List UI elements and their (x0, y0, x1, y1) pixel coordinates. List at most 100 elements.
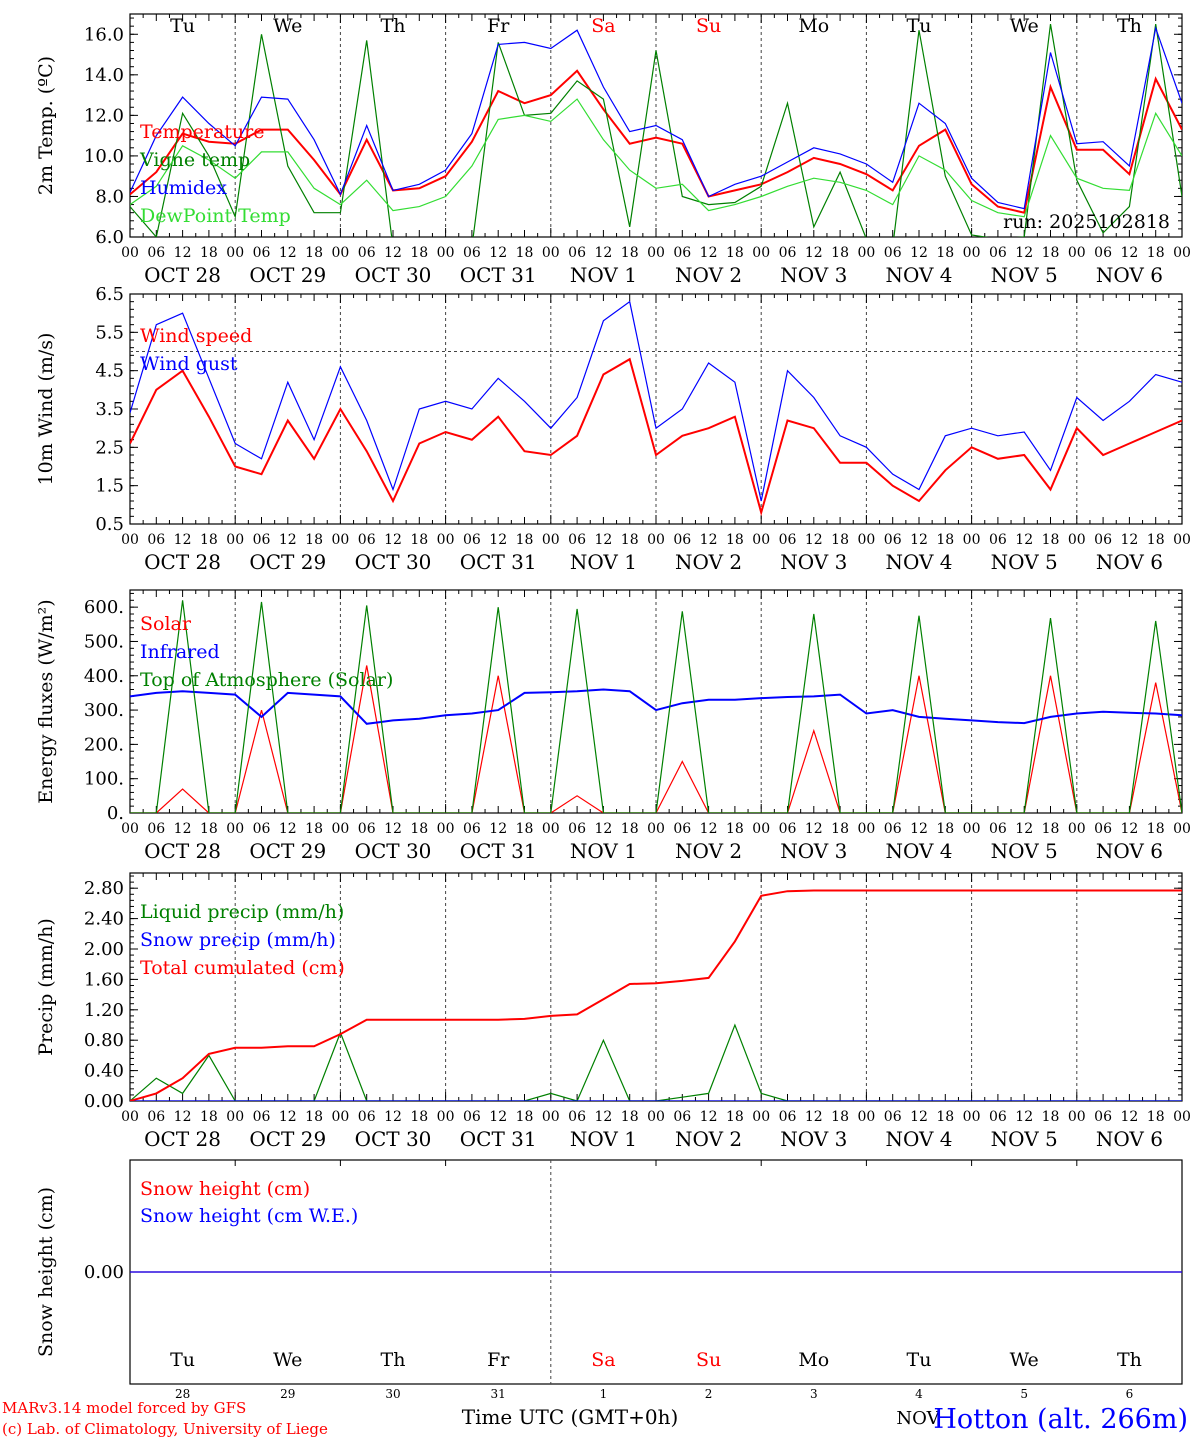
date-label: NOV 2 (675, 839, 742, 863)
hour-tick-label: 00 (647, 245, 665, 261)
hour-tick-label: 18 (410, 821, 428, 837)
date-label: OCT 31 (460, 1127, 537, 1151)
hour-tick-label: 06 (673, 821, 691, 837)
hour-tick-label: 06 (673, 532, 691, 548)
date-label: NOV 1 (570, 1127, 637, 1151)
weekday-label: Tu (170, 1349, 195, 1371)
y-tick-label: 6.5 (95, 284, 124, 305)
y-tick-label: 0.40 (84, 1061, 124, 1082)
date-label: OCT 28 (144, 1127, 221, 1151)
weekday-label: Fr (487, 15, 510, 37)
hour-tick-label: 00 (752, 532, 770, 548)
hour-tick-label: 12 (489, 245, 507, 261)
hour-tick-label: 12 (805, 245, 823, 261)
hour-tick-label: 12 (910, 821, 928, 837)
plot-frame (129, 589, 1183, 814)
date-label: NOV 1 (570, 550, 637, 574)
y-tick-label: 0.5 (95, 514, 124, 535)
date-label: NOV 1 (570, 263, 637, 287)
hour-tick-label: 12 (1120, 245, 1138, 261)
weekday-label: We (1010, 15, 1039, 37)
hour-tick-label: 00 (963, 821, 981, 837)
hour-tick-label: 06 (147, 245, 165, 261)
hour-tick-label: 06 (1094, 821, 1112, 837)
hour-tick-label: 00 (542, 1109, 560, 1125)
hour-tick-label: 18 (621, 821, 639, 837)
day-number-label: 1 (600, 1387, 608, 1401)
hour-tick-label: 00 (752, 1109, 770, 1125)
date-label: OCT 28 (144, 263, 221, 287)
date-label: OCT 29 (249, 839, 326, 863)
hour-tick-label: 00 (647, 1109, 665, 1125)
hour-tick-label: 06 (358, 821, 376, 837)
y-axis-label: Precip (mm/h) (35, 918, 57, 1056)
hour-tick-label: 00 (437, 245, 455, 261)
hour-tick-label: 00 (542, 821, 560, 837)
day-number-label: 2 (705, 1387, 713, 1401)
weekday-label: Tu (907, 15, 932, 37)
panel-wind: 0.5 1.5 2.5 3.5 4.5 5.5 6.5 10m Wind (m/s) Wind … (35, 284, 1191, 574)
hour-tick-label: 00 (542, 245, 560, 261)
y-tick-label: 2.00 (84, 939, 124, 960)
hour-tick-label: 18 (1042, 245, 1060, 261)
hour-tick-label: 12 (1120, 532, 1138, 548)
hour-tick-label: 06 (884, 245, 902, 261)
y-tick-label: 0.00 (84, 1262, 124, 1283)
series-line-total-cumulated-cm- (130, 889, 1182, 1101)
hour-tick-label: 00 (226, 532, 244, 548)
day-number-label: 28 (175, 1387, 190, 1401)
hour-tick-label: 00 (331, 821, 349, 837)
day-number-label: 5 (1020, 1387, 1028, 1401)
legend-entry: Snow height (cm) (140, 1178, 310, 1200)
date-label: OCT 29 (249, 550, 326, 574)
hour-tick-label: 12 (279, 821, 297, 837)
hour-tick-label: 06 (568, 532, 586, 548)
hour-tick-label: 18 (410, 532, 428, 548)
hour-tick-label: 12 (174, 245, 192, 261)
hour-tick-label: 18 (831, 245, 849, 261)
y-axis-label: 2m Temp. (ºC) (35, 56, 57, 195)
hour-tick-label: 18 (831, 1109, 849, 1125)
hour-tick-label: 06 (147, 821, 165, 837)
series-line-temperature (130, 69, 1182, 214)
legend-entry: Humidex (140, 177, 227, 199)
date-label: OCT 28 (144, 550, 221, 574)
hour-tick-label: 00 (857, 245, 875, 261)
day-number-label: 29 (280, 1387, 295, 1401)
hour-tick-label: 06 (884, 821, 902, 837)
y-axis-label: Snow height (cm) (35, 1187, 57, 1357)
panel-temp: 6.0 8.0 10.0 12.0 14.0 16.0 2m Temp. (ºC) Tempe… (35, 13, 1191, 287)
hour-tick-label: 06 (568, 245, 586, 261)
hour-tick-label: 12 (1015, 245, 1033, 261)
date-label: NOV 6 (1096, 263, 1163, 287)
date-label: NOV 5 (991, 550, 1058, 574)
hour-tick-label: 12 (700, 245, 718, 261)
hour-tick-label: 00 (226, 1109, 244, 1125)
hour-tick-label: 00 (1173, 1109, 1191, 1125)
y-tick-label: 2.40 (84, 909, 124, 930)
hour-tick-label: 18 (305, 245, 323, 261)
month-label: NOV (896, 1408, 940, 1429)
date-label: NOV 6 (1096, 839, 1163, 863)
hour-tick-label: 12 (594, 1109, 612, 1125)
y-tick-label: 12.0 (84, 105, 124, 126)
hour-tick-label: 18 (726, 532, 744, 548)
hour-tick-label: 06 (673, 245, 691, 261)
hour-tick-label: 00 (857, 532, 875, 548)
day-number-label: 30 (385, 1387, 400, 1401)
panel-snow: 0.00 Snow height (cm) Snow height (cm) Snow… (35, 1159, 1183, 1401)
model-credit: MARv3.14 model forced by GFS (2, 1399, 246, 1417)
hour-tick-label: 06 (463, 821, 481, 837)
hour-tick-label: 18 (831, 532, 849, 548)
panel-precip: 0.00 0.40 0.80 1.20 1.60 2.00 2.40 2.80 Precip (… (35, 872, 1191, 1151)
weekday-label: Tu (907, 1349, 932, 1371)
hour-tick-label: 12 (910, 1109, 928, 1125)
hour-tick-label: 00 (1068, 245, 1086, 261)
series-line-humidex (130, 25, 1182, 210)
legend-entry: Top of Atmosphere (Solar) (140, 669, 393, 691)
hour-tick-label: 00 (647, 821, 665, 837)
date-label: NOV 4 (885, 263, 952, 287)
hour-tick-label: 06 (147, 532, 165, 548)
legend-entry: Solar (140, 613, 192, 635)
hour-tick-label: 12 (910, 245, 928, 261)
